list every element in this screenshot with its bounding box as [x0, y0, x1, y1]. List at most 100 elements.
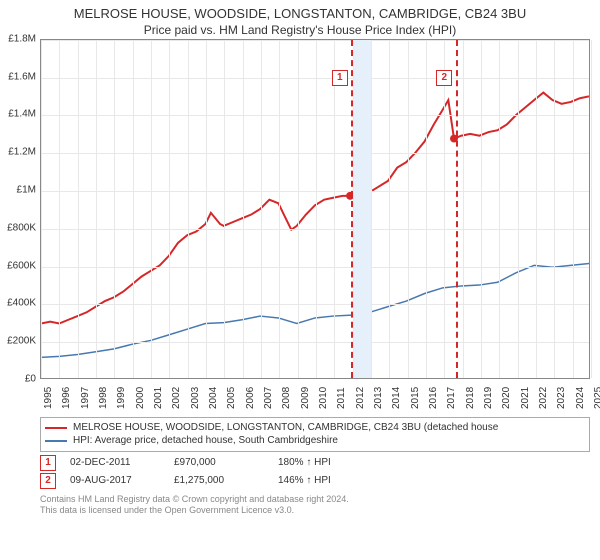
grid-line-h [41, 153, 589, 154]
marker-box: 1 [332, 70, 348, 86]
grid-line-v [334, 40, 335, 378]
grid-line-v [114, 40, 115, 378]
line-series-svg [41, 40, 589, 378]
row-date: 02-DEC-2011 [70, 457, 160, 468]
copyright: Contains HM Land Registry data © Crown c… [40, 494, 590, 517]
row-pct: 180% ↑ HPI [278, 457, 331, 468]
grid-line-v [41, 40, 42, 378]
grid-line-v [224, 40, 225, 378]
legend-item-2: HPI: Average price, detached house, Sout… [45, 434, 585, 448]
grid-line-h [41, 304, 589, 305]
grid-line-v [518, 40, 519, 378]
y-tick-label: £200K [7, 336, 36, 347]
x-tick-label: 2003 [190, 387, 201, 409]
grid-line-h [41, 229, 589, 230]
grid-line-h [41, 342, 589, 343]
x-tick-label: 2002 [171, 387, 182, 409]
x-tick-label: 2006 [245, 387, 256, 409]
grid-line-v [59, 40, 60, 378]
grid-line-v [554, 40, 555, 378]
grid-line-v [298, 40, 299, 378]
x-tick-label: 2014 [391, 387, 402, 409]
x-tick-label: 2004 [208, 387, 219, 409]
row-price: £970,000 [174, 457, 264, 468]
x-axis-labels: 1995199619971998199920002001200220032004… [40, 379, 590, 413]
grid-line-v [463, 40, 464, 378]
grid-line-v [261, 40, 262, 378]
marker-line [351, 40, 353, 378]
y-tick-label: £1.4M [8, 109, 36, 120]
x-tick-label: 2005 [226, 387, 237, 409]
copyright-line1: Contains HM Land Registry data © Crown c… [40, 494, 590, 505]
grid-line-v [133, 40, 134, 378]
grid-line-h [41, 267, 589, 268]
y-tick-label: £800K [7, 222, 36, 233]
grid-line-v [536, 40, 537, 378]
x-tick-label: 2001 [153, 387, 164, 409]
grid-line-v [444, 40, 445, 378]
x-tick-label: 2010 [318, 387, 329, 409]
x-tick-label: 1995 [43, 387, 54, 409]
grid-line-h [41, 191, 589, 192]
transaction-rows: 102-DEC-2011£970,000180% ↑ HPI209-AUG-20… [40, 454, 590, 490]
x-tick-label: 2025 [593, 387, 600, 409]
x-tick-label: 1997 [80, 387, 91, 409]
grid-line-v [169, 40, 170, 378]
grid-line-h [41, 40, 589, 41]
grid-line-v [78, 40, 79, 378]
grid-line-v [206, 40, 207, 378]
x-tick-label: 2022 [538, 387, 549, 409]
x-tick-label: 2012 [355, 387, 366, 409]
x-tick-label: 2017 [446, 387, 457, 409]
transaction-row: 1 02-DEC-2011 £970,000 180% ↑ HPI [40, 454, 590, 472]
x-tick-label: 2016 [428, 387, 439, 409]
grid-line-v [151, 40, 152, 378]
series-line [41, 263, 589, 357]
x-tick-label: 2023 [556, 387, 567, 409]
x-tick-label: 2019 [483, 387, 494, 409]
grid-line-v [243, 40, 244, 378]
x-tick-label: 1996 [61, 387, 72, 409]
chart-title: MELROSE HOUSE, WOODSIDE, LONGSTANTON, CA… [0, 0, 600, 23]
x-tick-label: 2013 [373, 387, 384, 409]
row-marker: 1 [40, 455, 56, 471]
y-tick-label: £600K [7, 260, 36, 271]
grid-line-v [316, 40, 317, 378]
legend: MELROSE HOUSE, WOODSIDE, LONGSTANTON, CA… [40, 417, 590, 452]
plot-area: 12 [40, 39, 590, 379]
x-tick-label: 2021 [520, 387, 531, 409]
x-tick-label: 2007 [263, 387, 274, 409]
y-tick-label: £1.6M [8, 71, 36, 82]
grid-line-h [41, 115, 589, 116]
chart-subtitle: Price paid vs. HM Land Registry's House … [0, 23, 600, 39]
legend-swatch-2 [45, 440, 67, 442]
x-tick-label: 2018 [465, 387, 476, 409]
grid-line-v [389, 40, 390, 378]
legend-label-1: MELROSE HOUSE, WOODSIDE, LONGSTANTON, CA… [73, 421, 498, 435]
grid-line-v [188, 40, 189, 378]
highlight-band [353, 40, 371, 378]
row-price: £1,275,000 [174, 475, 264, 486]
x-tick-label: 2000 [135, 387, 146, 409]
grid-line-v [408, 40, 409, 378]
y-axis-labels: £0£200K£400K£600K£800K£1M£1.2M£1.4M£1.6M… [0, 39, 38, 379]
chart-area: £0£200K£400K£600K£800K£1M£1.2M£1.4M£1.6M… [40, 39, 590, 379]
y-tick-label: £400K [7, 298, 36, 309]
x-tick-label: 1999 [116, 387, 127, 409]
grid-line-v [426, 40, 427, 378]
x-tick-label: 2015 [410, 387, 421, 409]
y-tick-label: £1.2M [8, 147, 36, 158]
x-tick-label: 2011 [336, 387, 347, 409]
grid-line-v [279, 40, 280, 378]
grid-line-v [499, 40, 500, 378]
transaction-row: 209-AUG-2017£1,275,000146% ↑ HPI [40, 472, 590, 490]
x-tick-label: 2024 [575, 387, 586, 409]
row-pct: 146% ↑ HPI [278, 475, 331, 486]
legend-label-2: HPI: Average price, detached house, Sout… [73, 434, 338, 448]
series-line [41, 92, 589, 323]
x-tick-label: 2020 [501, 387, 512, 409]
row-marker: 2 [40, 473, 56, 489]
y-tick-label: £0 [25, 373, 36, 384]
grid-line-v [96, 40, 97, 378]
grid-line-v [371, 40, 372, 378]
